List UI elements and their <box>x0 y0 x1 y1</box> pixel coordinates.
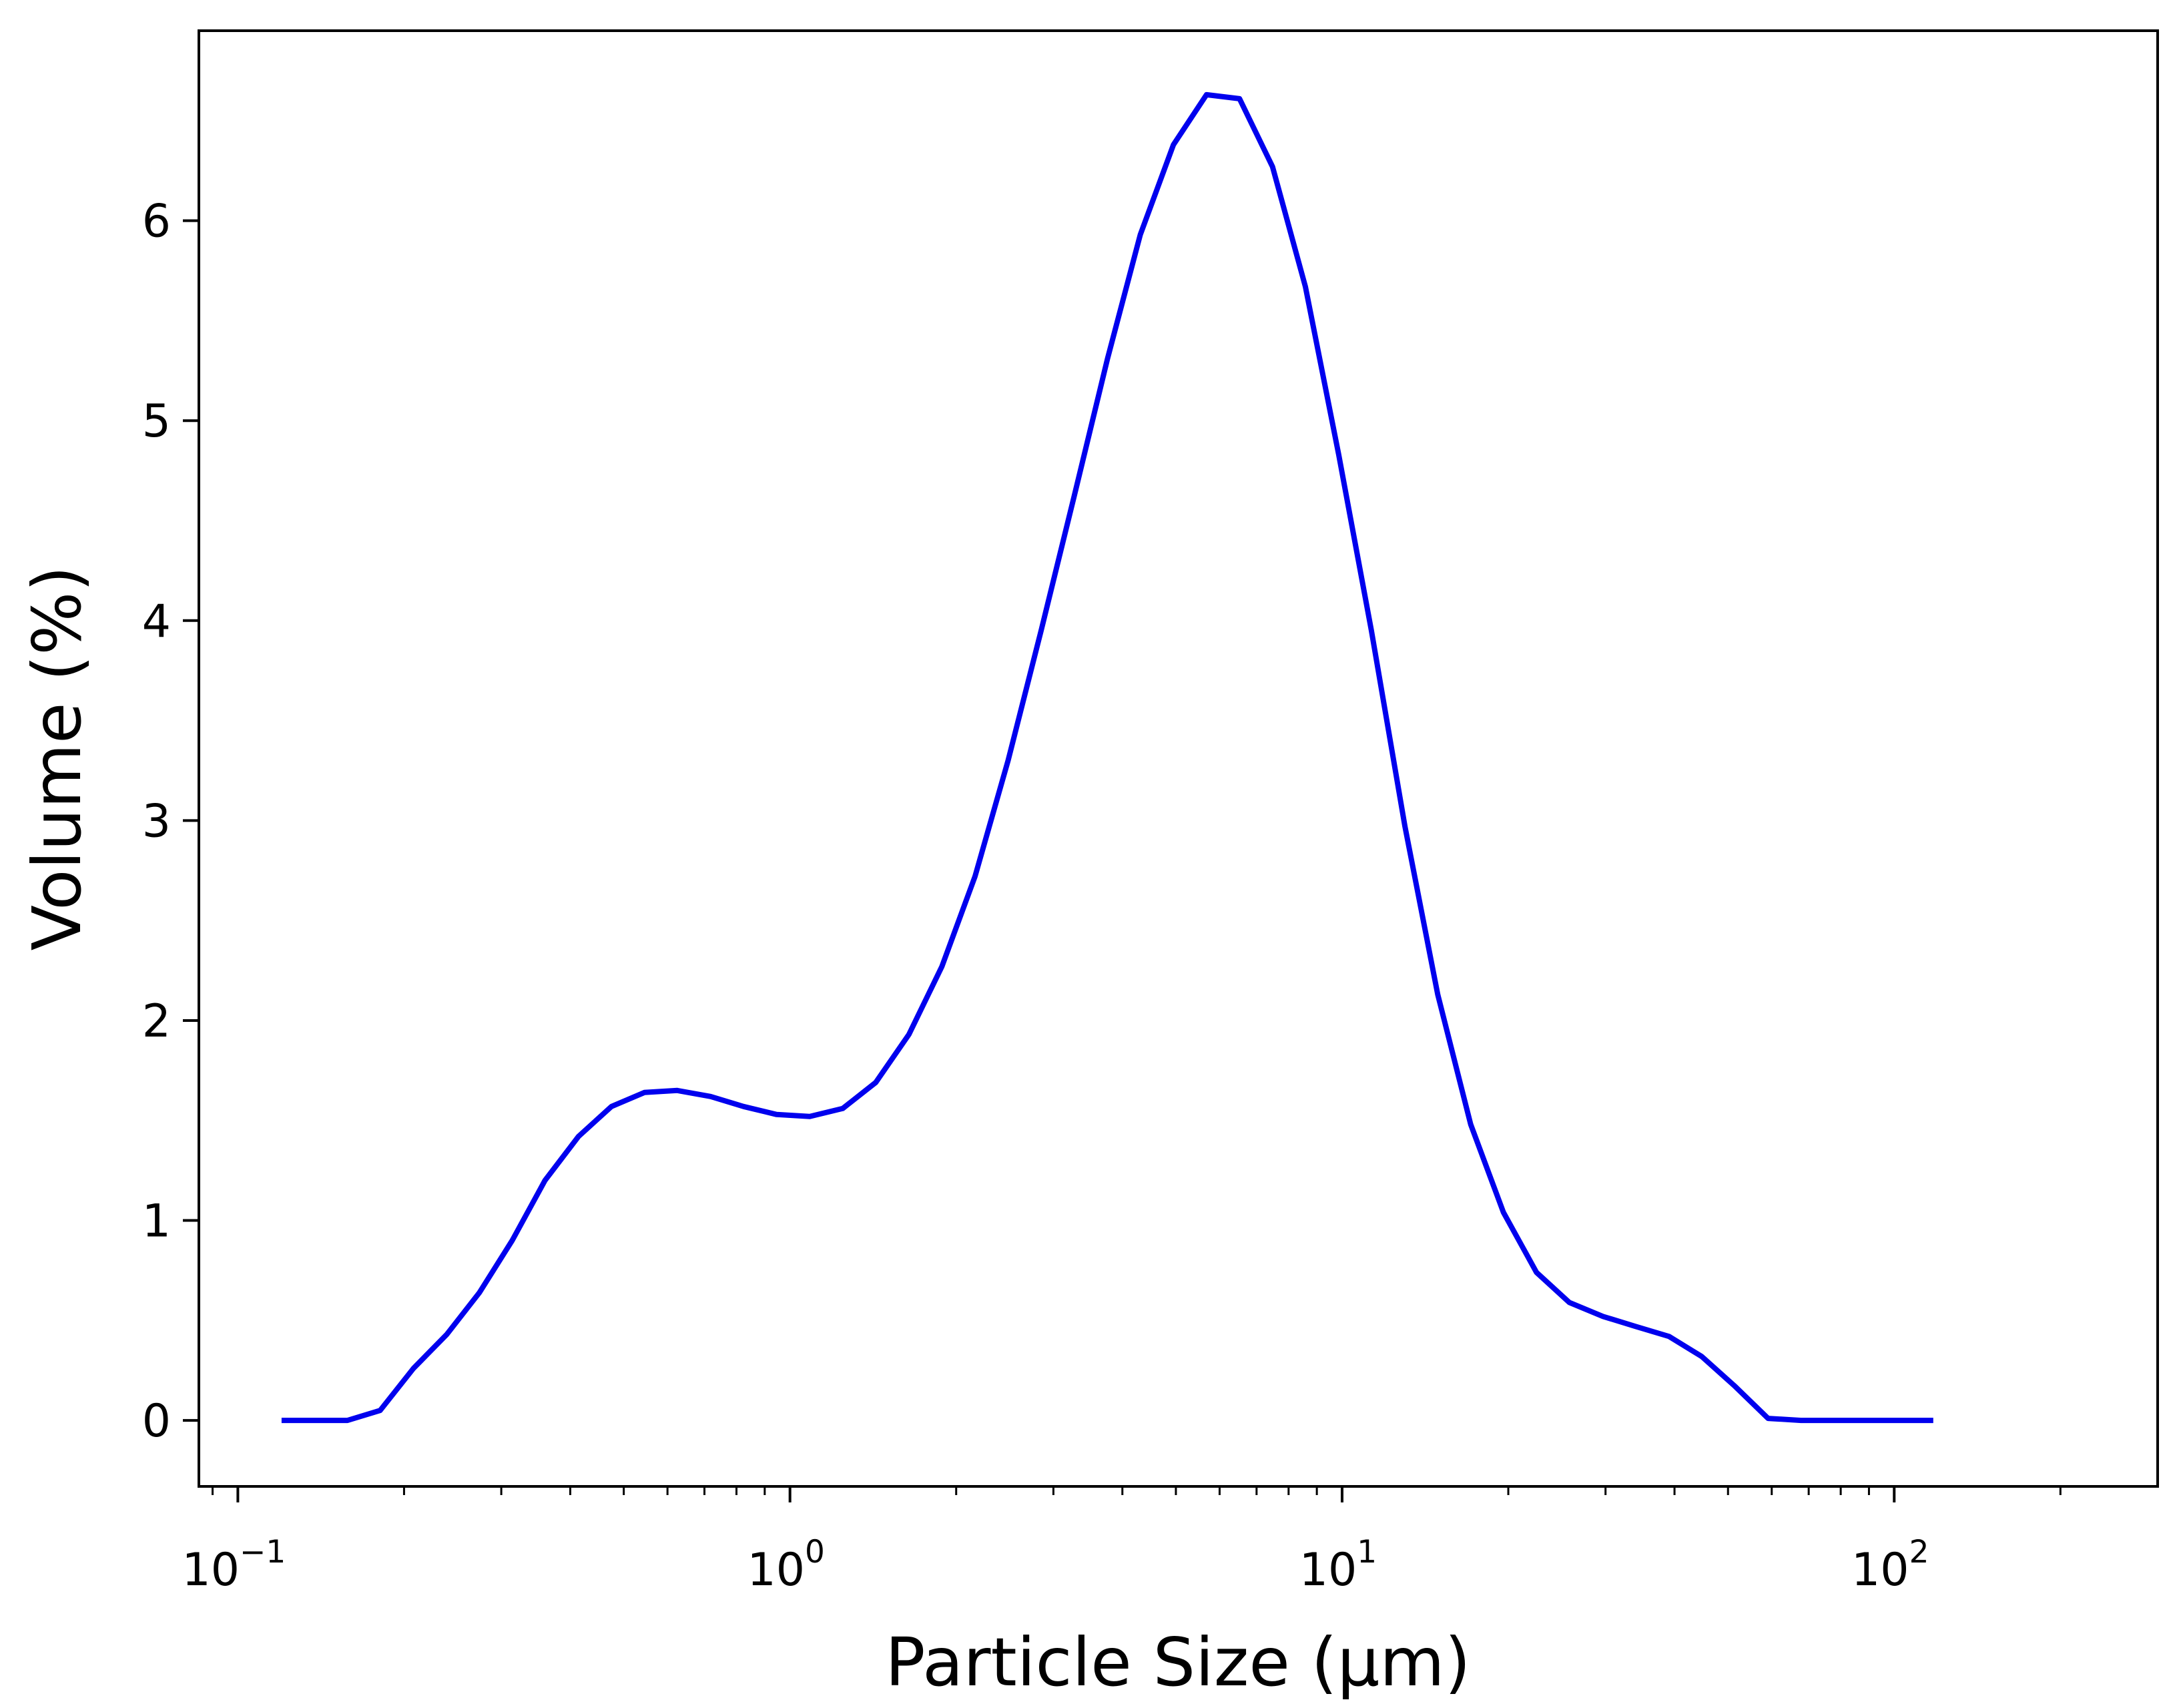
series-layer <box>281 91 1933 1424</box>
plot-frame <box>198 29 2159 1488</box>
y-tick-label: 0 <box>142 1395 171 1448</box>
x-tick-label: 102 <box>1851 1534 1929 1597</box>
x-tick-label: 10−1 <box>182 1534 286 1597</box>
series-line-0 <box>281 91 1933 1424</box>
y-tick-label: 2 <box>142 995 171 1048</box>
x-tick-label: 101 <box>1299 1534 1377 1597</box>
y-tick-label: 5 <box>142 395 171 448</box>
y-axis: 0 1 2 3 4 5 6 <box>142 196 199 1448</box>
y-tick-label: 3 <box>142 795 171 848</box>
y-tick-label: 6 <box>142 196 171 248</box>
x-tick-label: 100 <box>747 1534 824 1597</box>
y-tick-label: 1 <box>142 1195 171 1248</box>
x-axis: 10−1 100 101 102 <box>182 1486 2062 1597</box>
y-tick-label: 4 <box>142 595 171 648</box>
x-axis-label: Particle Size (μm) <box>885 1623 1470 1701</box>
y-axis-label: Volume (%) <box>18 566 96 951</box>
